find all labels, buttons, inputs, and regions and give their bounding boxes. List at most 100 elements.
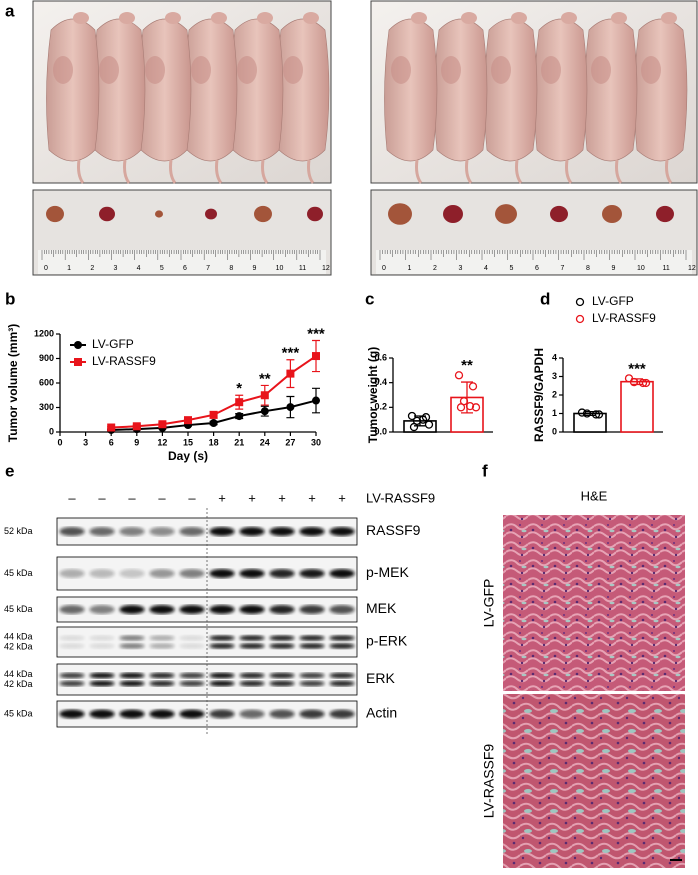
marker bbox=[312, 396, 320, 405]
y-tick-label: 900 bbox=[39, 353, 54, 363]
marker bbox=[209, 419, 218, 428]
mouse-ear bbox=[661, 12, 677, 24]
band bbox=[119, 709, 145, 719]
band bbox=[59, 635, 85, 641]
lane-sign: – bbox=[158, 490, 166, 505]
mouse bbox=[230, 18, 284, 162]
tumor-bump bbox=[191, 56, 211, 84]
mouse-ear bbox=[73, 12, 89, 24]
data-point bbox=[629, 377, 639, 387]
panel-label: d bbox=[540, 289, 550, 308]
marker bbox=[312, 352, 320, 361]
band bbox=[149, 635, 175, 641]
treatment-label: LV-RASSF9 bbox=[366, 490, 435, 505]
data-point bbox=[468, 382, 478, 391]
y-axis-label: RASSF9/GAPDH bbox=[532, 348, 546, 442]
band bbox=[179, 569, 205, 578]
western-blot: – – – – – + + + + + LV-RASSF9 52 kDa RASSF9 45 kDa p-M… bbox=[4, 490, 435, 735]
tumor-bump bbox=[99, 56, 119, 84]
data-point bbox=[471, 403, 481, 412]
mouse-ear bbox=[211, 12, 227, 24]
x-tick-label: 12 bbox=[157, 437, 167, 447]
mouse-tail bbox=[215, 159, 223, 184]
data-point bbox=[638, 378, 648, 388]
data-point bbox=[577, 408, 587, 417]
ruler-label: 6 bbox=[183, 265, 187, 272]
ruler-label: 12 bbox=[688, 265, 696, 272]
lane-sign: – bbox=[68, 490, 76, 505]
band bbox=[299, 569, 325, 578]
kda-label: 42 kDa bbox=[4, 641, 33, 651]
significance: *** bbox=[628, 360, 646, 377]
tumor bbox=[443, 205, 463, 223]
band bbox=[209, 527, 235, 536]
kda-label: 52 kDa bbox=[4, 526, 33, 536]
mouse-ear bbox=[461, 12, 477, 24]
data-point bbox=[641, 378, 651, 388]
band bbox=[269, 680, 295, 687]
band bbox=[89, 569, 115, 578]
band bbox=[269, 569, 295, 578]
protein-label: Actin bbox=[366, 705, 397, 721]
ruler-label: 7 bbox=[206, 265, 210, 272]
marker bbox=[132, 422, 141, 431]
ruler-label: 3 bbox=[114, 265, 118, 272]
x-tick-label: 9 bbox=[134, 437, 139, 447]
marker bbox=[209, 410, 218, 419]
ruler-label: 4 bbox=[484, 265, 488, 272]
band bbox=[299, 527, 325, 536]
mouse bbox=[276, 18, 330, 162]
ruler-label: 9 bbox=[612, 265, 616, 272]
band bbox=[239, 569, 265, 578]
y-tick-label: 0.2 bbox=[374, 402, 387, 412]
band bbox=[209, 569, 235, 578]
band bbox=[299, 605, 325, 614]
ruler-label: 12 bbox=[322, 265, 330, 272]
band bbox=[179, 709, 205, 719]
mouse bbox=[534, 18, 588, 162]
legend-marker bbox=[575, 314, 585, 324]
band bbox=[149, 680, 175, 687]
band bbox=[209, 605, 235, 614]
significance: ** bbox=[461, 357, 473, 374]
tumor-bump bbox=[145, 56, 165, 84]
tumor bbox=[495, 204, 517, 224]
ruler-label: 3 bbox=[459, 265, 463, 272]
legend-marker bbox=[575, 297, 585, 307]
y-axis-label: Tumor weight (g) bbox=[366, 347, 380, 443]
x-tick-label: 0 bbox=[57, 437, 62, 447]
band bbox=[119, 635, 145, 641]
y-tick-label: 600 bbox=[39, 377, 54, 387]
mice bbox=[46, 12, 688, 225]
lane-sign: – bbox=[188, 490, 196, 505]
band bbox=[179, 680, 205, 687]
marker bbox=[158, 420, 167, 429]
band bbox=[59, 569, 85, 578]
marker bbox=[286, 403, 295, 412]
y-tick-label: 1 bbox=[552, 408, 557, 418]
mouse-tail bbox=[261, 159, 269, 184]
band bbox=[89, 680, 115, 687]
marker bbox=[107, 423, 116, 432]
data-point bbox=[409, 422, 419, 432]
tumor-bump bbox=[441, 56, 461, 84]
tumor bbox=[205, 208, 217, 220]
band bbox=[149, 605, 175, 614]
band bbox=[299, 643, 325, 649]
band bbox=[209, 643, 235, 649]
band bbox=[329, 680, 355, 687]
band bbox=[149, 569, 175, 578]
panel-label: e bbox=[5, 461, 14, 480]
kda-label: 44 kDa bbox=[4, 631, 33, 641]
ruler-label: 0 bbox=[44, 265, 48, 272]
y-tick-label: 300 bbox=[39, 402, 54, 412]
band bbox=[149, 643, 175, 649]
ruler-label: 9 bbox=[253, 265, 257, 272]
band bbox=[269, 527, 295, 536]
mouse-ear bbox=[561, 12, 577, 24]
y-tick-label: 3 bbox=[552, 371, 557, 381]
tumor-bump bbox=[591, 56, 611, 84]
band bbox=[329, 605, 355, 614]
tumor bbox=[656, 205, 674, 223]
band bbox=[119, 527, 145, 536]
